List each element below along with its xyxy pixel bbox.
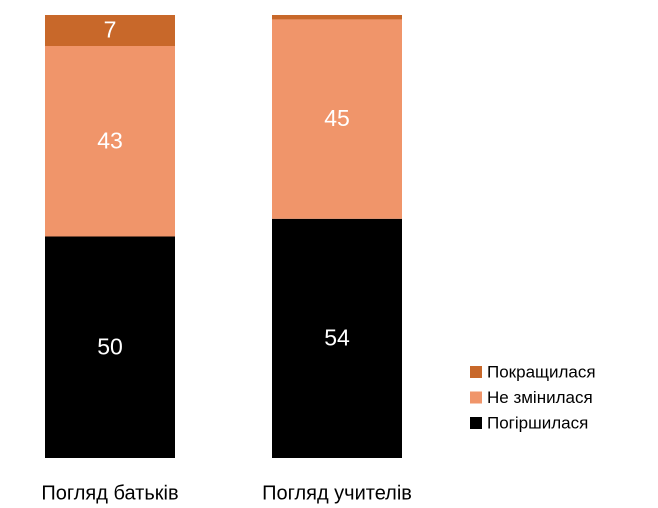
bar-segment [272, 19, 402, 219]
legend-label: Покращилася [487, 362, 596, 381]
bar-segment [45, 236, 175, 458]
legend-swatch [470, 391, 482, 404]
bar-segment [45, 15, 175, 47]
legend-label: Не змінилася [487, 388, 593, 407]
data-label: 43 [97, 127, 123, 153]
legend-label: Погіршилася [487, 413, 588, 432]
x-tick-label: Погляд учителів [262, 482, 412, 504]
data-label: 7 [104, 17, 117, 43]
legend-swatch [470, 366, 482, 378]
legend-swatch [470, 417, 482, 429]
data-label: 45 [324, 105, 350, 131]
x-tick-label: Погляд батьків [41, 482, 178, 504]
data-label: 54 [324, 324, 350, 350]
bar-segment [45, 46, 175, 237]
bar-segment [272, 15, 402, 20]
bar-segment [272, 218, 402, 458]
data-label: 50 [97, 333, 123, 359]
